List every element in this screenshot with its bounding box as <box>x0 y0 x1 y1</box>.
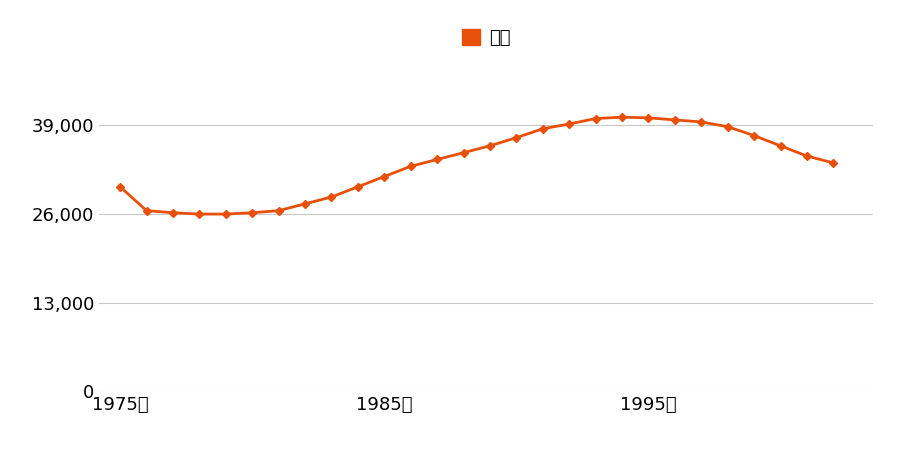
Legend: 価格: 価格 <box>454 22 518 54</box>
